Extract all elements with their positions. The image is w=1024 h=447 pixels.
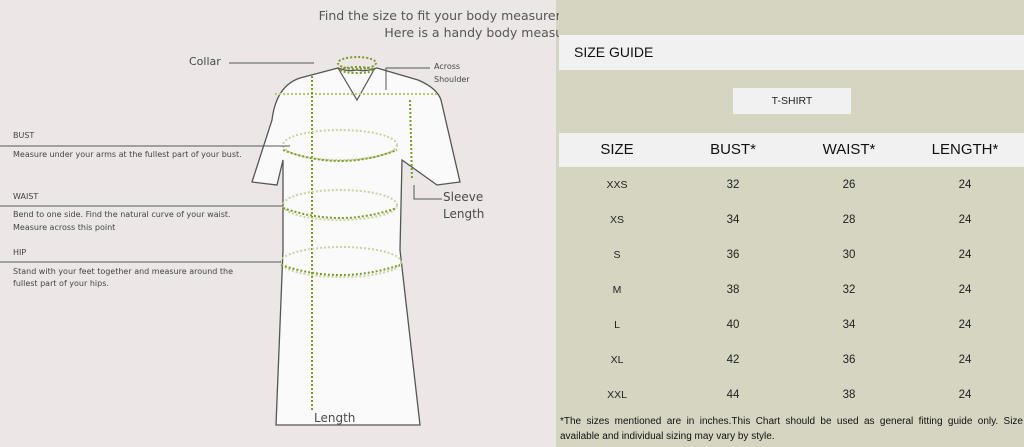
- length-label: Length: [314, 411, 356, 425]
- table-cell: 32: [726, 179, 740, 191]
- col-bust: BUST*: [710, 141, 756, 158]
- table-row: S 36 30 24: [559, 245, 1024, 265]
- table-cell: 24: [958, 319, 972, 331]
- table-cell: XL: [610, 354, 624, 366]
- waist-desc-2: Measure across this point: [13, 223, 116, 232]
- size-guide-header: SIZE GUIDE: [559, 35, 1024, 70]
- sleeve-length-label: Length: [443, 207, 485, 221]
- table-cell: L: [614, 319, 620, 331]
- table-row: XS 34 28 24: [559, 210, 1024, 230]
- waist-desc-1: Bend to one side. Find the natural curve…: [13, 210, 231, 219]
- table-cell: 24: [958, 354, 972, 366]
- table-cell: XXS: [606, 179, 628, 191]
- table-cell: 32: [842, 284, 856, 296]
- table-cell: 36: [842, 354, 856, 366]
- across-label: Across: [434, 62, 461, 71]
- table-cell: 24: [958, 389, 972, 401]
- table-cell: 38: [726, 284, 740, 296]
- measurement-guide: Find the size to fit your body measureme…: [0, 0, 717, 447]
- table-cell: 38: [842, 389, 856, 401]
- hip-label: HIP: [13, 248, 27, 257]
- tab-t-shirt[interactable]: T-SHIRT: [733, 88, 851, 114]
- table-cell: 24: [958, 249, 972, 261]
- table-cell: 44: [726, 389, 740, 401]
- size-guide-title: SIZE GUIDE: [574, 44, 654, 60]
- table-cell: M: [612, 284, 622, 296]
- waist-label: WAIST: [13, 192, 39, 201]
- table-row: L 40 34 24: [559, 315, 1024, 335]
- bust-desc: Measure under your arms at the fullest p…: [13, 150, 242, 159]
- table-cell: 36: [726, 249, 740, 261]
- table-row: XXL 44 38 24: [559, 385, 1024, 405]
- table-cell: 42: [726, 354, 740, 366]
- table-header: SIZE BUST* WAIST* LENGTH*: [559, 133, 1024, 167]
- table-cell: XXL: [607, 389, 627, 401]
- shirt-outline: [251, 67, 461, 426]
- footnote: *The sizes mentioned are in inches.This …: [560, 416, 1023, 442]
- shirt-illustration: [0, 56, 461, 426]
- table-cell: 24: [958, 214, 972, 226]
- table-cell: S: [613, 249, 621, 261]
- col-length: LENGTH*: [931, 141, 999, 158]
- table-row: XXS 32 26 24: [559, 175, 1024, 195]
- table-cell: 24: [958, 284, 972, 296]
- sleeve-label: Sleeve: [443, 190, 484, 204]
- bust-label: BUST: [13, 131, 35, 140]
- table-cell: 34: [726, 214, 740, 226]
- hip-desc-2: fullest part of your hips.: [13, 279, 109, 288]
- shoulder-label: Shoulder: [434, 75, 470, 84]
- table-cell: 40: [726, 319, 740, 331]
- table-cell: 30: [842, 249, 856, 261]
- table-row: XL 42 36 24: [559, 350, 1024, 370]
- col-waist: WAIST*: [822, 141, 876, 158]
- table-row: M 38 32 24: [559, 280, 1024, 300]
- table-cell: 28: [842, 214, 856, 226]
- collar-label: Collar: [189, 55, 221, 68]
- table-cell: 26: [842, 179, 856, 191]
- table-cell: 24: [958, 179, 972, 191]
- hip-desc-1: Stand with your feet together and measur…: [13, 267, 234, 276]
- table-cell: XS: [609, 214, 624, 226]
- col-size: SIZE: [600, 141, 634, 158]
- size-guide-panel: SIZE GUIDE T-SHIRT SIZE BUST* WAIST* LEN…: [559, 0, 1024, 447]
- table-cell: 34: [842, 319, 856, 331]
